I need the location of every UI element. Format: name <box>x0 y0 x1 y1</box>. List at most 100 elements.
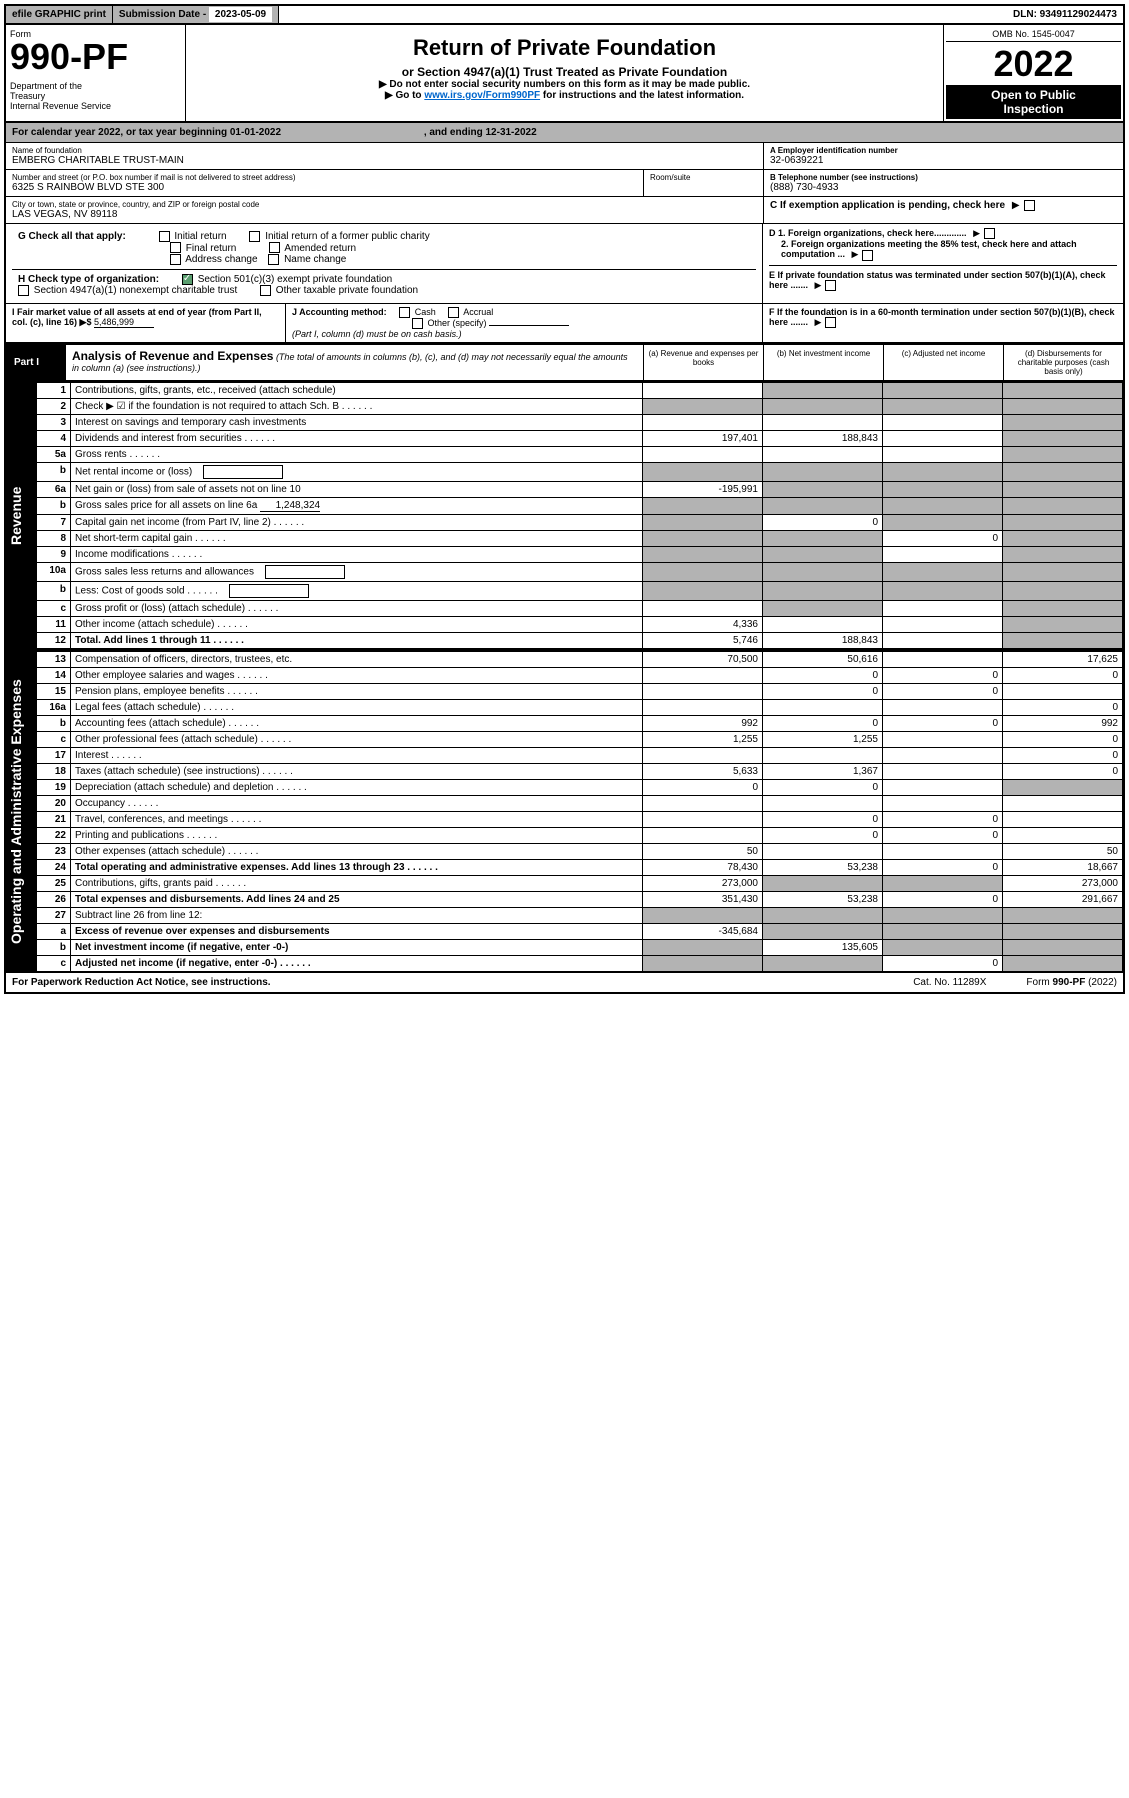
table-row: 5aGross rents . . . . . . <box>37 447 1123 463</box>
h-other-checkbox[interactable] <box>260 285 271 296</box>
part1-label: Part I <box>6 345 66 380</box>
table-row: 6aNet gain or (loss) from sale of assets… <box>37 482 1123 498</box>
table-row: bNet rental income or (loss) <box>37 463 1123 482</box>
name-row: Name of foundation EMBERG CHARITABLE TRU… <box>6 143 763 170</box>
table-row: 23Other expenses (attach schedule) . . .… <box>37 844 1123 860</box>
col-c-head: (c) Adjusted net income <box>883 345 1003 380</box>
addr-row: Number and street (or P.O. box number if… <box>6 170 763 197</box>
table-row: 4Dividends and interest from securities … <box>37 431 1123 447</box>
fmv-value: 5,486,999 <box>94 317 154 328</box>
table-row: 8Net short-term capital gain . . . . . .… <box>37 531 1123 547</box>
table-row: 3Interest on savings and temporary cash … <box>37 415 1123 431</box>
expenses-side-label: Operating and Administrative Expenses <box>6 651 36 972</box>
ein-value: 32-0639221 <box>770 155 1117 166</box>
table-row: 9Income modifications . . . . . . <box>37 547 1123 563</box>
j-other-checkbox[interactable] <box>412 318 423 329</box>
foundation-city: LAS VEGAS, NV 89118 <box>12 209 757 220</box>
dept-label: Department of theTreasuryInternal Revenu… <box>10 81 181 111</box>
info-right: A Employer identification number 32-0639… <box>763 143 1123 223</box>
table-row: cOther professional fees (attach schedul… <box>37 732 1123 748</box>
i-j-row: I Fair market value of all assets at end… <box>6 304 1123 343</box>
header-center: Return of Private Foundation or Section … <box>186 25 943 121</box>
g-label: G Check all that apply: <box>18 231 126 242</box>
note-ssn: ▶ Do not enter social security numbers o… <box>192 79 937 90</box>
table-row: aExcess of revenue over expenses and dis… <box>37 924 1123 940</box>
table-row: 18Taxes (attach schedule) (see instructi… <box>37 764 1123 780</box>
table-row: 11Other income (attach schedule) . . . .… <box>37 617 1123 633</box>
info-left: Name of foundation EMBERG CHARITABLE TRU… <box>6 143 763 223</box>
phone-value: (888) 730-4933 <box>770 182 1117 193</box>
d2-checkbox[interactable] <box>862 250 873 261</box>
table-row: 22Printing and publications . . . . . .0… <box>37 828 1123 844</box>
f-checkbox[interactable] <box>825 317 836 328</box>
form-header: Form 990-PF Department of theTreasuryInt… <box>6 25 1123 123</box>
table-row: 10aGross sales less returns and allowanc… <box>37 563 1123 582</box>
table-row: 13Compensation of officers, directors, t… <box>37 652 1123 668</box>
footer-right: Form 990-PF (2022) <box>1026 977 1117 988</box>
form-number: 990-PF <box>10 39 181 75</box>
irs-link[interactable]: www.irs.gov/Form990PF <box>424 90 540 101</box>
g-amended-checkbox[interactable] <box>269 242 280 253</box>
ein-row: A Employer identification number 32-0639… <box>764 143 1123 170</box>
table-row: 7Capital gain net income (from Part IV, … <box>37 515 1123 531</box>
table-row: 15Pension plans, employee benefits . . .… <box>37 684 1123 700</box>
efile-label: efile GRAPHIC print <box>6 6 113 23</box>
h-4947-checkbox[interactable] <box>18 285 29 296</box>
g-name-checkbox[interactable] <box>268 254 279 265</box>
year-begin: 01-01-2022 <box>230 127 281 138</box>
table-row: cAdjusted net income (if negative, enter… <box>37 956 1123 972</box>
h-label: H Check type of organization: <box>18 274 159 285</box>
revenue-table: 1Contributions, gifts, grants, etc., rec… <box>36 382 1123 649</box>
revenue-section: Revenue 1Contributions, gifts, grants, e… <box>6 382 1123 649</box>
form-title: Return of Private Foundation <box>192 35 937 61</box>
col-b-head: (b) Net investment income <box>763 345 883 380</box>
g-initial-checkbox[interactable] <box>159 231 170 242</box>
c-checkbox[interactable] <box>1024 200 1035 211</box>
c-row: C If exemption application is pending, c… <box>764 197 1123 223</box>
note-link: ▶ Go to www.irs.gov/Form990PF for instru… <box>192 90 937 101</box>
top-bar: efile GRAPHIC print Submission Date - 20… <box>6 6 1123 25</box>
info-block: Name of foundation EMBERG CHARITABLE TRU… <box>6 143 1123 224</box>
city-row: City or town, state or province, country… <box>6 197 763 223</box>
d1-checkbox[interactable] <box>984 228 995 239</box>
j-accrual-checkbox[interactable] <box>448 307 459 318</box>
dln: DLN: 93491129024473 <box>1007 6 1123 23</box>
calendar-year-row: For calendar year 2022, or tax year begi… <box>6 123 1123 143</box>
table-row: 16aLegal fees (attach schedule) . . . . … <box>37 700 1123 716</box>
table-row: 25Contributions, gifts, grants paid . . … <box>37 876 1123 892</box>
g-initial-former-checkbox[interactable] <box>249 231 260 242</box>
tax-year: 2022 <box>946 42 1121 85</box>
table-row: 27Subtract line 26 from line 12: <box>37 908 1123 924</box>
table-row: 17Interest . . . . . .0 <box>37 748 1123 764</box>
col-d-head: (d) Disbursements for charitable purpose… <box>1003 345 1123 380</box>
footer-center: Cat. No. 11289X <box>913 977 986 988</box>
header-left: Form 990-PF Department of theTreasuryInt… <box>6 25 186 121</box>
j-cash-checkbox[interactable] <box>399 307 410 318</box>
h-501c3-checkbox[interactable] <box>182 274 193 285</box>
e-checkbox[interactable] <box>825 280 836 291</box>
table-row: 26Total expenses and disbursements. Add … <box>37 892 1123 908</box>
phone-row: B Telephone number (see instructions) (8… <box>764 170 1123 197</box>
expenses-table: 13Compensation of officers, directors, t… <box>36 651 1123 972</box>
subdate-value: 2023-05-09 <box>209 7 272 22</box>
j-label: J Accounting method: <box>292 307 387 317</box>
col-a-head: (a) Revenue and expenses per books <box>643 345 763 380</box>
open-public: Open to PublicInspection <box>946 85 1121 119</box>
omb-number: OMB No. 1545-0047 <box>946 27 1121 42</box>
table-row: 19Depreciation (attach schedule) and dep… <box>37 780 1123 796</box>
g-address-checkbox[interactable] <box>170 254 181 265</box>
revenue-side-label: Revenue <box>6 382 36 649</box>
part1-title: Analysis of Revenue and Expenses <box>72 349 273 363</box>
table-row: 2Check ▶ ☑ if the foundation is not requ… <box>37 399 1123 415</box>
table-row: 1Contributions, gifts, grants, etc., rec… <box>37 383 1123 399</box>
table-row: bAccounting fees (attach schedule) . . .… <box>37 716 1123 732</box>
footer-left: For Paperwork Reduction Act Notice, see … <box>12 977 271 988</box>
g-final-checkbox[interactable] <box>170 242 181 253</box>
table-row: bGross sales price for all assets on lin… <box>37 498 1123 515</box>
table-row: 20Occupancy . . . . . . <box>37 796 1123 812</box>
g-h-row: G Check all that apply: Initial return I… <box>6 224 1123 304</box>
table-row: bLess: Cost of goods sold . . . . . . <box>37 582 1123 601</box>
foundation-name: EMBERG CHARITABLE TRUST-MAIN <box>12 155 757 166</box>
table-row: 24Total operating and administrative exp… <box>37 860 1123 876</box>
expenses-section: Operating and Administrative Expenses 13… <box>6 649 1123 972</box>
